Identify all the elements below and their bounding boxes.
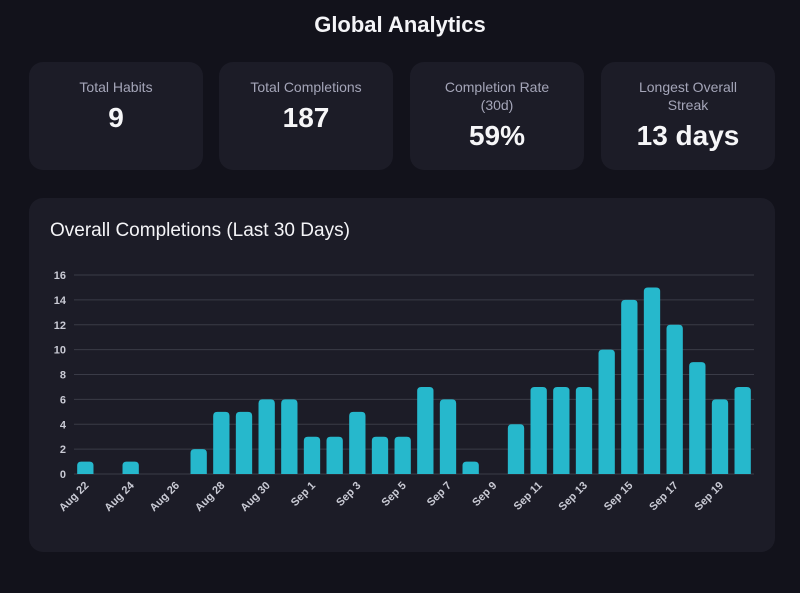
bar-sep-8[interactable] [462, 461, 479, 474]
y-tick-label: 14 [54, 295, 67, 307]
bar-aug-31[interactable] [281, 399, 298, 474]
bar-sep-17[interactable] [666, 324, 683, 474]
completions-chart-card: Overall Completions (Last 30 Days) 0 2 4 6 8… [29, 198, 775, 552]
stat-card-total-habits: Total Habits 9 [29, 62, 203, 170]
x-tick-label: Sep 1 [289, 480, 318, 509]
stat-value: 187 [282, 102, 330, 133]
stat-value: 59% [468, 120, 526, 151]
y-tick-label: 10 [54, 345, 66, 357]
bar-sep-2[interactable] [326, 436, 343, 474]
bar-sep-3[interactable] [349, 411, 366, 474]
y-tick-label: 2 [60, 444, 66, 456]
bar-aug-28[interactable] [213, 411, 230, 474]
bar-sep-4[interactable] [371, 436, 389, 474]
bar-sep-10[interactable] [507, 424, 525, 474]
x-tick-label: Sep 9 [470, 480, 499, 509]
bar-sep-7[interactable] [439, 399, 457, 474]
x-tick-label: Sep 5 [380, 480, 409, 509]
x-tick-label: Sep 13 [557, 480, 591, 514]
x-tick-label: Aug 26 [148, 480, 182, 514]
bar-sep-19[interactable] [711, 399, 729, 474]
bar-sep-14[interactable] [598, 349, 615, 474]
bar-aug-30[interactable] [258, 399, 275, 474]
bar-sep-1[interactable] [303, 436, 321, 474]
x-tick-label: Sep 17 [647, 480, 681, 514]
y-tick-label: 6 [60, 394, 66, 406]
bar-sep-11[interactable] [530, 386, 547, 474]
y-tick-label: 12 [54, 320, 66, 332]
stat-card-total-completions: Total Completions 187 [219, 62, 393, 170]
stat-label: Longest Overall Streak [638, 79, 738, 113]
bar-sep-13[interactable] [575, 386, 593, 474]
x-tick-label: Sep 15 [602, 480, 636, 514]
x-tick-label: Aug 30 [238, 480, 272, 514]
x-tick-label: Aug 24 [102, 479, 137, 514]
bar-sep-16[interactable] [643, 287, 661, 474]
stat-label: Total Habits [79, 79, 153, 95]
bar-sep-5[interactable] [394, 436, 411, 474]
y-tick-label: 4 [60, 419, 67, 431]
chart-title: Overall Completions (Last 30 Days) [50, 220, 350, 241]
x-tick-label: Sep 11 [512, 480, 545, 513]
y-tick-label: 0 [60, 469, 66, 481]
y-tick-label: 16 [54, 270, 66, 282]
bar-aug-27[interactable] [190, 449, 207, 474]
bar-sep-12[interactable] [553, 386, 570, 474]
page-title: Global Analytics [314, 12, 486, 37]
bar-sep-20[interactable] [734, 386, 751, 474]
bar-sep-18[interactable] [689, 362, 706, 474]
bar-aug-29[interactable] [235, 411, 253, 474]
x-tick-label: Aug 28 [193, 480, 227, 514]
x-tick-label: Sep 3 [334, 480, 363, 509]
x-tick-label: Sep 7 [425, 480, 454, 509]
bar-aug-24[interactable] [122, 461, 139, 474]
x-tick-label: Sep 19 [693, 480, 727, 514]
stat-card-longest-streak: Longest Overall Streak 13 days [601, 62, 775, 170]
stat-card-completion-rate: Completion Rate (30d) 59% [410, 62, 584, 170]
stat-value: 9 [108, 102, 124, 133]
stat-label: Total Completions [250, 79, 362, 95]
stat-value: 13 days [636, 120, 740, 151]
x-tick-label: Aug 22 [57, 480, 91, 514]
y-tick-label: 8 [60, 370, 66, 382]
stat-label: Completion Rate (30d) [444, 79, 550, 113]
bar-aug-22[interactable] [77, 461, 94, 474]
stats-row: Total Habits 9 Total Completions 187 Com… [29, 62, 775, 170]
completions-bar-chart: 0 2 4 6 8 10 12 14 16 Aug 22 Aug 24 Aug 26 Aug 28 Aug… [54, 270, 754, 514]
bar-sep-6[interactable] [417, 386, 434, 474]
bar-sep-15[interactable] [621, 299, 638, 474]
